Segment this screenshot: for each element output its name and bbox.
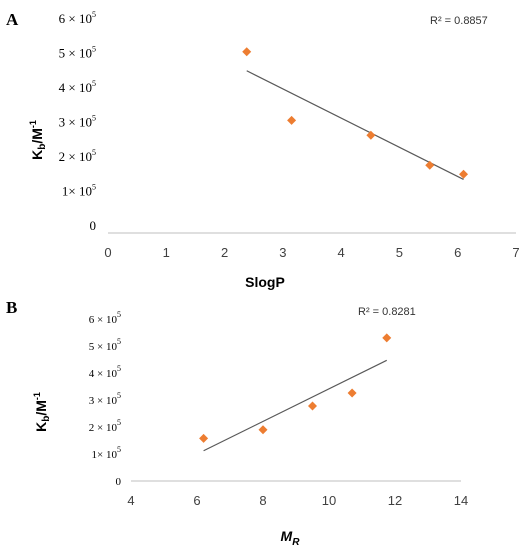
panel-b-y-tick-label: 4 × 105 xyxy=(89,364,121,380)
panel-b-trendline xyxy=(203,359,388,452)
panel-b-y-tick-label: 1× 105 xyxy=(92,445,121,461)
panel-b-data-point xyxy=(199,433,209,443)
panel-a-points xyxy=(242,47,469,179)
panel-a-y-tick-label: 2 × 105 xyxy=(59,148,96,164)
panel-b-y-tick-label: 2 × 105 xyxy=(89,418,121,434)
panel-b-x-tick-label: 4 xyxy=(127,493,134,508)
panel-a-x-ticks: 0 1 2 3 4 5 6 7 xyxy=(104,245,519,260)
panel-b-x-axis-title: MR xyxy=(281,528,301,548)
panel-b: B R² = 0.8281 0 1× 105 2 × 105 3 × 105 4 × 1… xyxy=(6,298,468,548)
panel-b-r-squared: R² = 0.8281 xyxy=(358,306,416,318)
panel-b-data-point xyxy=(382,333,392,343)
panel-b-data-point xyxy=(308,401,317,411)
panel-a-x-tick-label: 4 xyxy=(338,245,345,260)
panel-a: A R² = 0.8857 0 1× 105 2 × 105 3 × 105 4 × 1… xyxy=(6,10,520,290)
panel-a-x-tick-label: 6 xyxy=(454,245,461,260)
panel-a-y-tick-label: 4 × 105 xyxy=(59,79,96,95)
panel-a-data-point xyxy=(242,47,252,57)
panel-a-y-tick-label: 3 × 105 xyxy=(59,114,96,130)
panel-b-x-tick-label: 6 xyxy=(193,493,200,508)
panel-b-y-axis-title: Kb/M-1 xyxy=(32,392,52,432)
panel-a-x-tick-label: 3 xyxy=(279,245,286,260)
panel-b-y-tick-label: 0 xyxy=(116,476,122,488)
panel-a-y-tick-label: 0 xyxy=(90,218,97,233)
panel-a-x-tick-label: 1 xyxy=(163,245,170,260)
panel-b-x-tick-label: 12 xyxy=(388,493,402,508)
panel-b-x-ticks: 4 6 8 10 12 14 xyxy=(127,493,468,508)
panel-b-x-tick-label: 8 xyxy=(259,493,266,508)
panel-a-data-point xyxy=(425,160,435,170)
panel-b-data-point xyxy=(347,388,357,398)
panel-a-x-tick-label: 2 xyxy=(221,245,228,260)
panel-a-label: A xyxy=(6,10,19,29)
panel-b-label: B xyxy=(6,298,17,317)
panel-a-data-point xyxy=(459,169,469,179)
panel-b-x-tick-label: 14 xyxy=(454,493,468,508)
panel-b-y-ticks: 0 1× 105 2 × 105 3 × 105 4 × 105 5 × 105 6 × 1… xyxy=(89,310,122,488)
panel-a-y-ticks: 0 1× 105 2 × 105 3 × 105 4 × 105 5 × 105 6 × 1… xyxy=(59,10,96,233)
panel-b-y-tick-label: 3 × 105 xyxy=(89,391,121,407)
panel-a-y-tick-label: 5 × 105 xyxy=(59,45,96,61)
panel-b-data-point xyxy=(258,425,268,435)
panel-b-y-tick-label: 6 × 105 xyxy=(89,310,121,326)
panel-a-x-tick-label: 7 xyxy=(512,245,519,260)
panel-a-data-point xyxy=(287,115,297,125)
panel-a-y-tick-label: 1× 105 xyxy=(62,183,96,199)
panel-a-r-squared: R² = 0.8857 xyxy=(430,15,488,27)
panel-a-y-tick-label: 6 × 105 xyxy=(59,10,96,26)
panel-b-y-tick-label: 5 × 105 xyxy=(89,337,121,353)
panel-a-trendline xyxy=(246,70,464,180)
panel-a-x-tick-label: 0 xyxy=(104,245,111,260)
panel-a-y-axis-title: Kb/M-1 xyxy=(28,120,48,160)
panel-a-x-tick-label: 5 xyxy=(396,245,403,260)
panel-a-x-axis-title: SlogP xyxy=(245,274,285,290)
panel-a-data-point xyxy=(366,130,376,140)
panel-b-x-tick-label: 10 xyxy=(322,493,336,508)
panel-b-points xyxy=(199,333,392,443)
